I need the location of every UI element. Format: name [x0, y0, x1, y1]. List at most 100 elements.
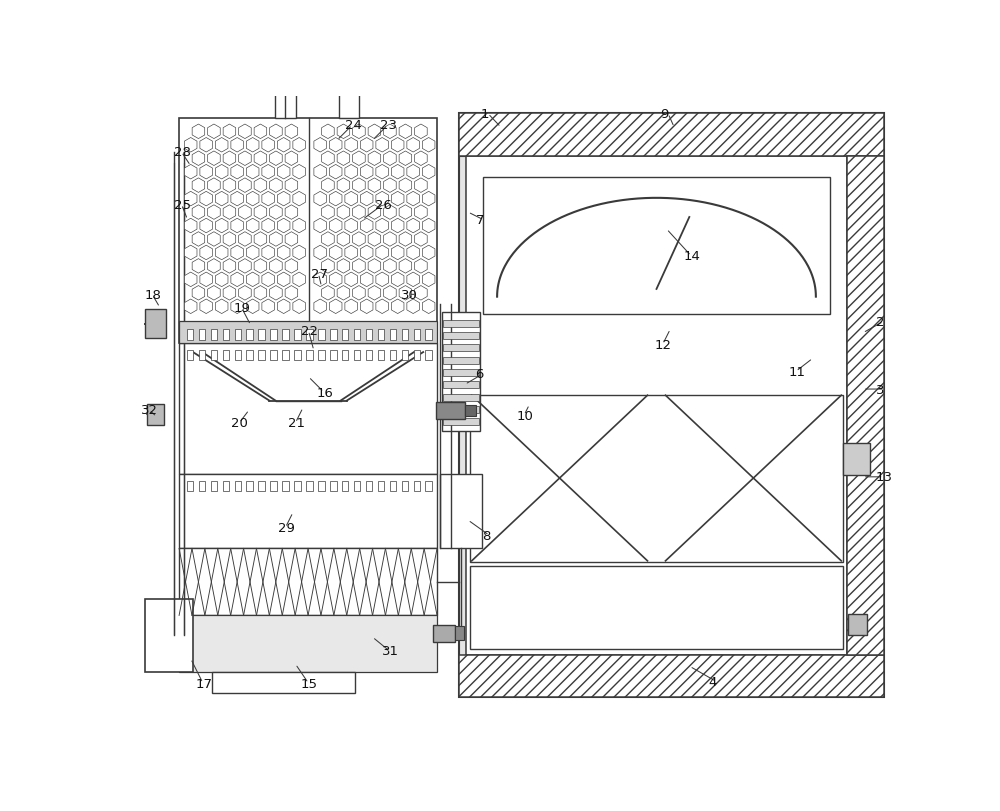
Bar [282, 350, 289, 360]
Text: 26: 26 [375, 199, 392, 212]
Text: 32: 32 [141, 404, 158, 417]
Bar [330, 329, 337, 341]
Bar [354, 329, 360, 341]
Bar [443, 358, 479, 364]
Bar [199, 481, 205, 491]
Bar [258, 481, 265, 491]
Text: 2: 2 [876, 315, 884, 328]
Bar [212, 672, 355, 693]
Bar [440, 474, 482, 549]
Text: 31: 31 [382, 645, 399, 658]
Bar [390, 350, 396, 360]
Bar [179, 616, 437, 672]
Bar [211, 481, 217, 491]
Bar [342, 329, 348, 341]
Bar [402, 329, 408, 341]
Bar [425, 481, 432, 491]
Bar [235, 329, 241, 341]
Bar [459, 655, 884, 697]
Bar [390, 329, 396, 341]
Bar [443, 345, 479, 352]
Bar [425, 350, 432, 360]
Text: 13: 13 [876, 470, 893, 483]
Text: 16: 16 [316, 386, 333, 399]
Bar [443, 394, 479, 401]
Bar [414, 350, 420, 360]
Bar [455, 626, 464, 640]
Bar [443, 406, 479, 414]
Bar [443, 333, 479, 340]
Text: 23: 23 [380, 119, 397, 132]
Bar [187, 329, 193, 341]
Bar [459, 157, 466, 655]
Text: 25: 25 [174, 199, 191, 212]
Bar [275, 90, 296, 119]
Bar [282, 329, 289, 341]
Bar [442, 313, 480, 431]
Text: 6: 6 [476, 367, 484, 380]
Bar [366, 350, 372, 360]
Bar [443, 320, 479, 328]
Bar [330, 350, 337, 360]
Bar [282, 481, 289, 491]
Bar [211, 329, 217, 341]
Bar [378, 329, 384, 341]
Bar [199, 350, 205, 360]
Bar [145, 599, 193, 672]
Text: 27: 27 [311, 268, 328, 281]
Bar [342, 350, 348, 360]
Bar [330, 481, 337, 491]
Bar [339, 90, 359, 119]
Bar [223, 481, 229, 491]
Text: 20: 20 [231, 417, 248, 430]
Bar [378, 481, 384, 491]
Bar [402, 481, 408, 491]
Text: 9: 9 [660, 108, 669, 121]
Text: 28: 28 [174, 146, 191, 159]
Text: 24: 24 [345, 119, 362, 132]
Text: 10: 10 [516, 410, 533, 423]
Bar [306, 329, 313, 341]
Bar [211, 350, 217, 360]
Bar [179, 119, 437, 343]
Bar [443, 418, 479, 426]
Text: 1: 1 [480, 108, 489, 121]
Bar [318, 350, 325, 360]
Text: 29: 29 [278, 521, 295, 534]
Bar [199, 329, 205, 341]
Text: 3: 3 [876, 383, 884, 396]
Bar [318, 481, 325, 491]
Bar [246, 329, 253, 341]
Bar [179, 343, 437, 474]
Bar [390, 481, 396, 491]
Text: 19: 19 [234, 302, 251, 315]
Bar [425, 329, 432, 341]
Bar [459, 114, 884, 697]
Text: 7: 7 [476, 214, 484, 227]
Bar [470, 396, 843, 563]
Bar [378, 350, 384, 360]
Bar [306, 481, 313, 491]
Bar [246, 481, 253, 491]
Bar [145, 310, 166, 339]
Bar [179, 474, 437, 549]
Bar [366, 481, 372, 491]
Bar [848, 614, 867, 636]
Bar [443, 370, 479, 376]
Text: 17: 17 [195, 677, 212, 690]
Bar [847, 157, 884, 655]
Text: 11: 11 [788, 366, 805, 379]
Bar [465, 406, 476, 416]
Bar [483, 178, 830, 314]
Bar [187, 350, 193, 360]
Bar [843, 443, 870, 475]
Bar [223, 350, 229, 360]
Bar [433, 625, 455, 642]
Bar [235, 350, 241, 360]
Bar [354, 481, 360, 491]
Bar [258, 350, 265, 360]
Bar [246, 350, 253, 360]
Bar [342, 481, 348, 491]
Bar [270, 350, 277, 360]
Bar [443, 382, 479, 388]
